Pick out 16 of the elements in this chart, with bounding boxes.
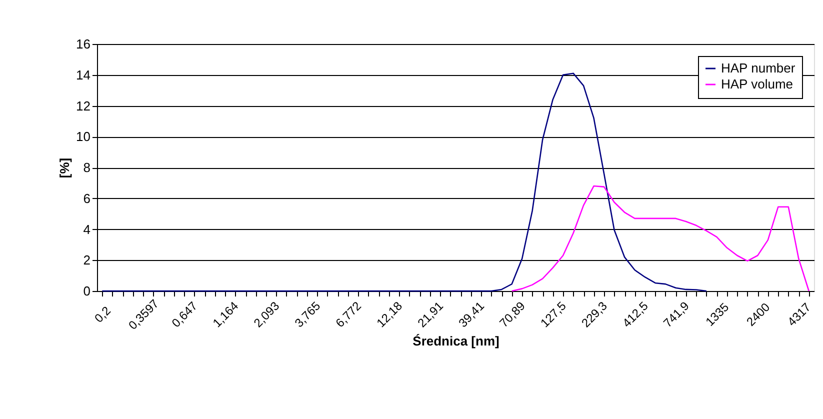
- line-series: [101, 72, 708, 292]
- y-tick-label: 2: [83, 252, 90, 268]
- y-axis-title: [%]: [57, 158, 72, 178]
- y-tick-label: 16: [76, 36, 90, 52]
- legend-label: HAP volume: [721, 76, 794, 92]
- line-series: [511, 185, 810, 292]
- y-tick-label: 4: [83, 222, 90, 237]
- y-tick-label: 8: [83, 160, 90, 175]
- y-tick-label: 12: [76, 98, 90, 114]
- y-tick-label: 6: [83, 190, 90, 206]
- legend-label: HAP number: [721, 60, 796, 76]
- x-tick-label: 0,2: [92, 303, 114, 326]
- x-axis-title: Średnica [nm]: [412, 334, 500, 349]
- y-tick-label: 14: [76, 67, 90, 82]
- y-tick-label: 10: [76, 129, 90, 144]
- y-tick-label: 0: [83, 284, 90, 298]
